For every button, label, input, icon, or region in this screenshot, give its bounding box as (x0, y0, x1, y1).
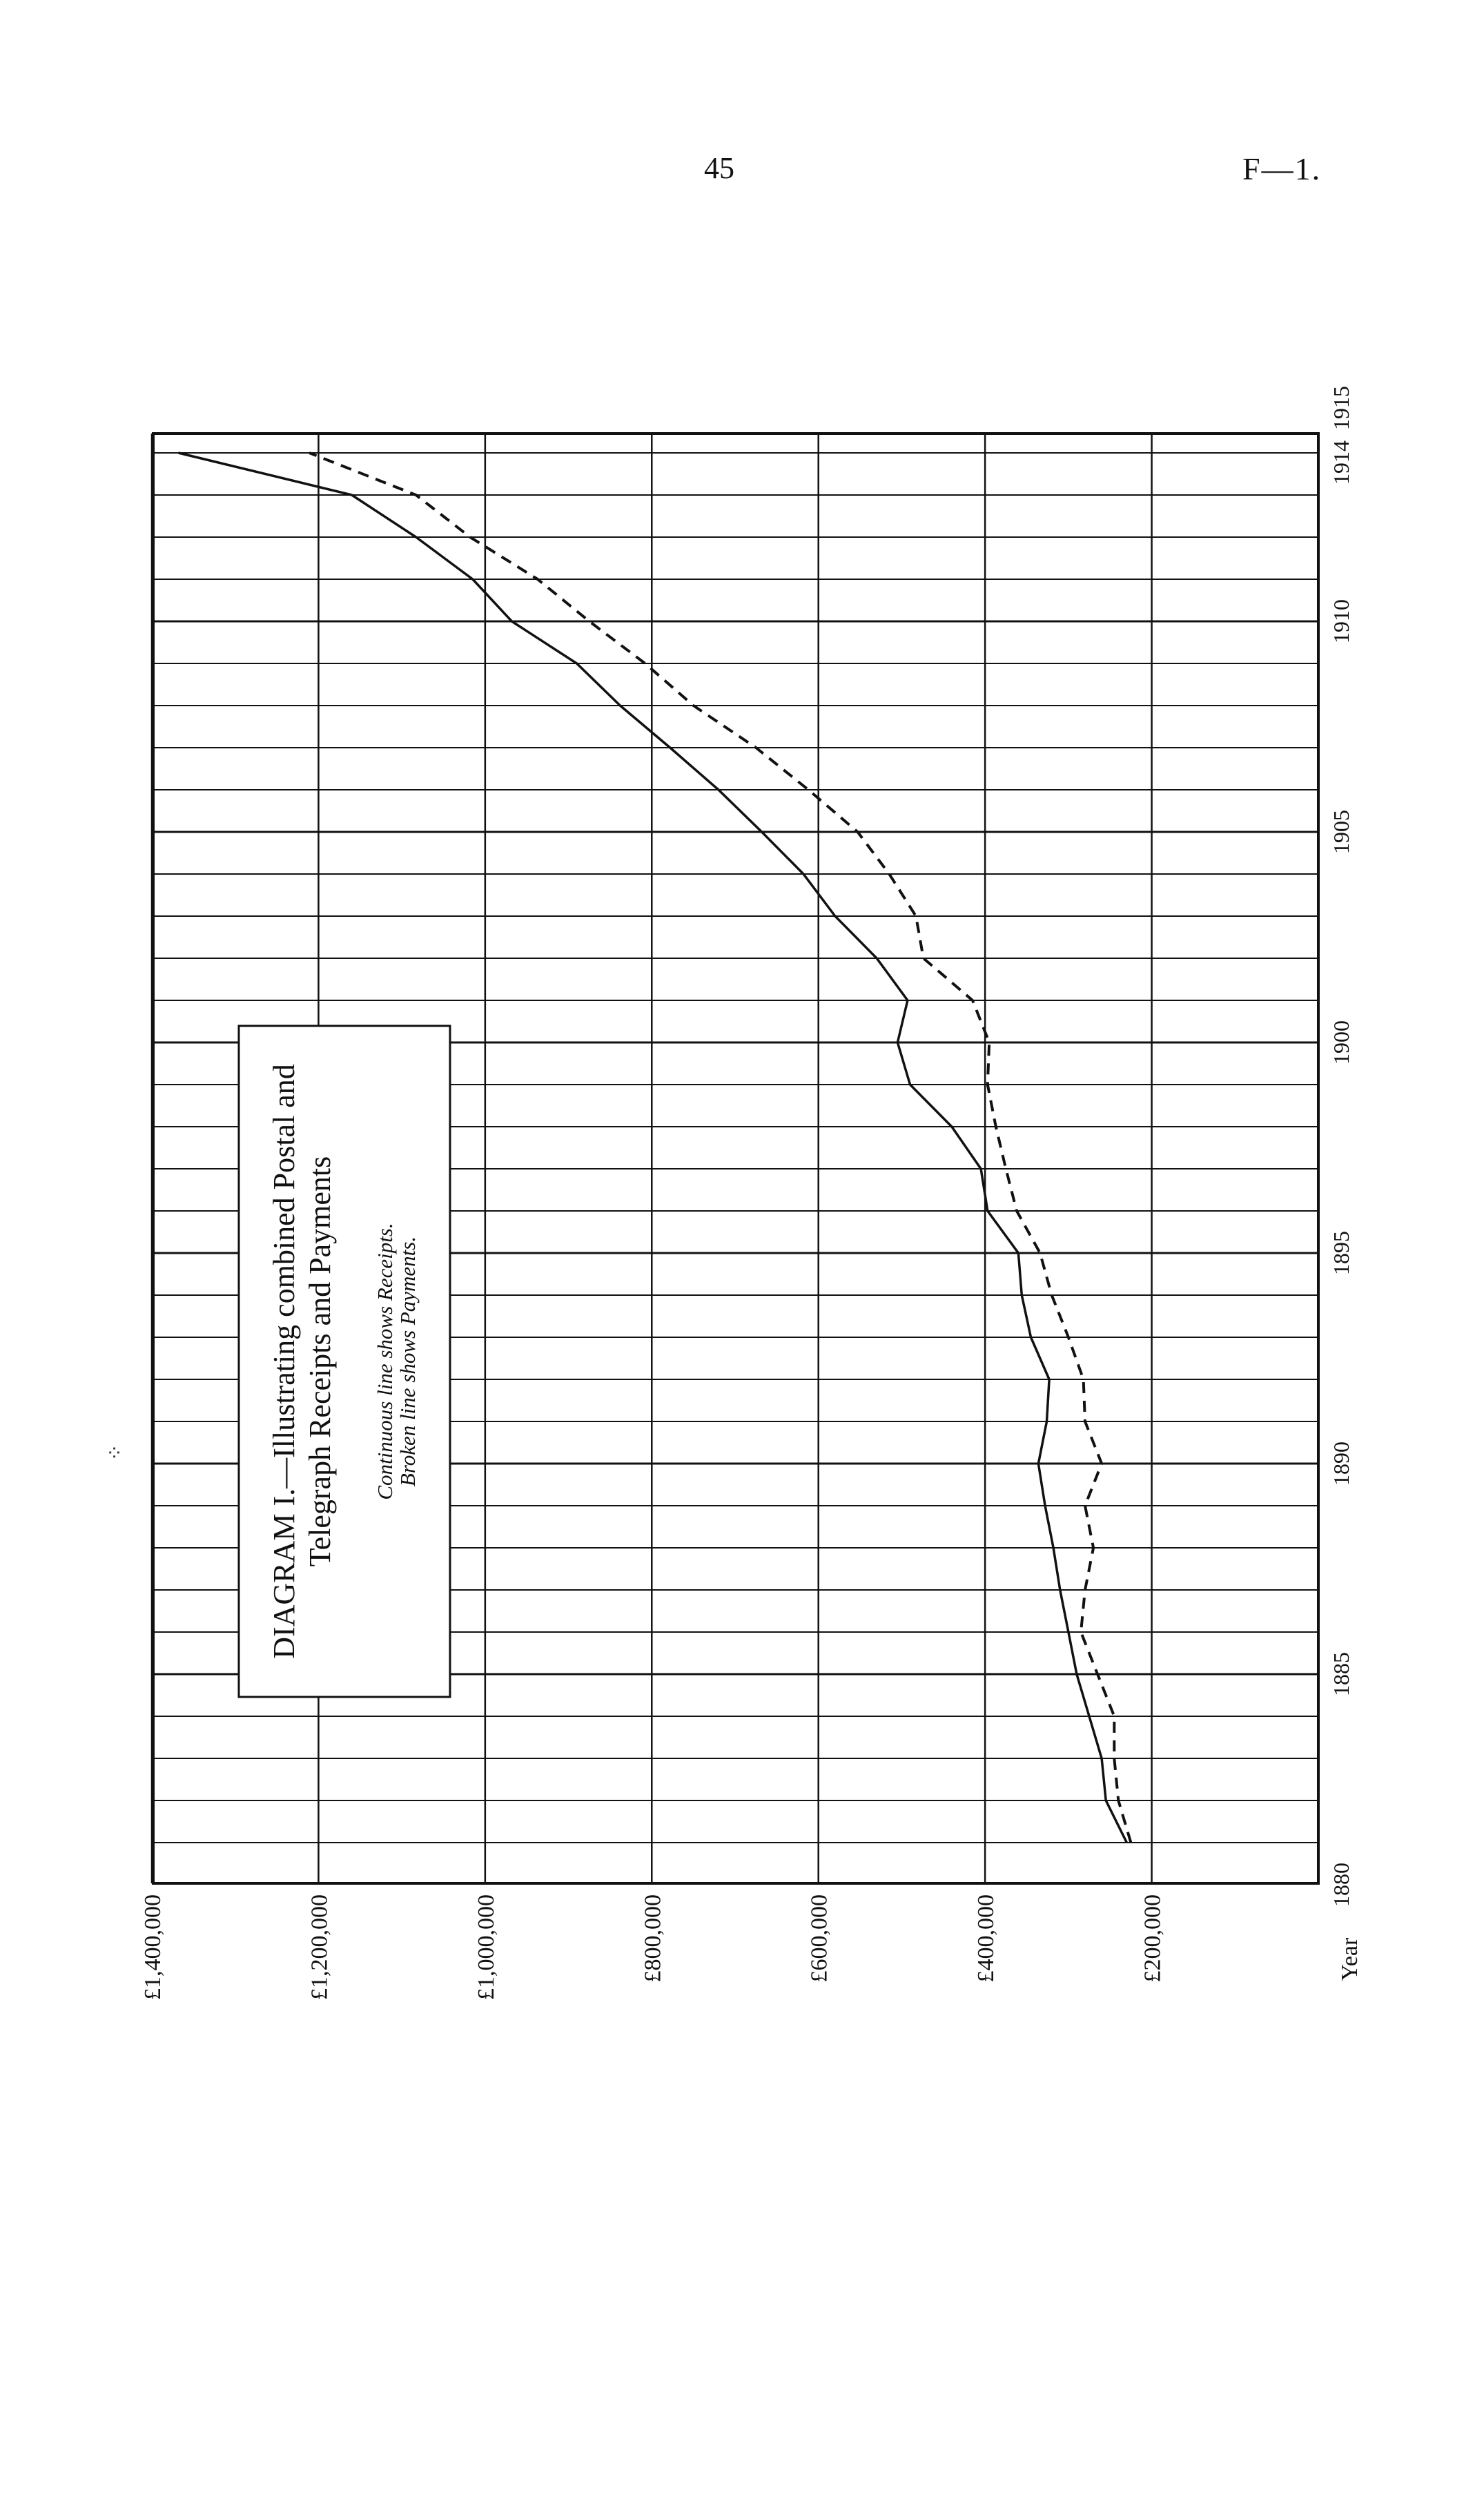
year-tick-label: 1914 (1329, 440, 1354, 485)
year-tick-label: 1885 (1329, 1652, 1354, 1696)
year-tick-label: 1900 (1329, 1020, 1354, 1065)
stray-print-mark: ⁘ (106, 1441, 124, 1466)
chart-title-line-2: Telegraph Receipts and Payments (303, 1156, 337, 1566)
money-tick-label: £1,400,000 (140, 1894, 166, 2000)
receipts-line (178, 452, 1128, 1843)
payments-line (309, 452, 1133, 1843)
year-tick-label: 1910 (1329, 599, 1354, 643)
year-tick-label: 1915 (1329, 386, 1354, 430)
chart-grid (150, 434, 1318, 1883)
money-tick-label: £1,200,000 (306, 1894, 332, 2000)
legend-payments: Broken line shows Payments. (396, 1236, 420, 1486)
chart-frame (152, 432, 1320, 1885)
legend-receipts: Continuous line shows Receipts. (373, 1223, 397, 1499)
year-tick-label: 1890 (1329, 1441, 1354, 1486)
money-tick-label: £400,000 (973, 1894, 999, 1983)
page-number: 45 (704, 151, 734, 185)
chart-title-line-1: DIAGRAM I.—Illustrating combined Postal … (267, 1064, 301, 1659)
chart-tick-labels: £200,000 £400,000 £600,000 £800,000 £1,000,0… (140, 386, 1354, 2000)
year-tick-label: 1880 (1329, 1863, 1354, 1907)
document-reference: F—1. (1242, 151, 1322, 186)
money-tick-label: £200,000 (1140, 1894, 1166, 1983)
money-tick-label: £1,000,000 (473, 1894, 499, 2000)
money-tick-label: £600,000 (807, 1894, 832, 1983)
chart-series (178, 452, 1133, 1843)
plot-frame (152, 432, 1320, 1885)
money-tick-label: £800,000 (640, 1894, 665, 1983)
legend-box: DIAGRAM I.—Illustrating combined Postal … (237, 1025, 451, 1698)
year-tick-label: 1905 (1329, 810, 1354, 854)
year-tick-label: 1895 (1329, 1231, 1354, 1275)
x-axis-label: Year (1337, 1937, 1363, 1981)
